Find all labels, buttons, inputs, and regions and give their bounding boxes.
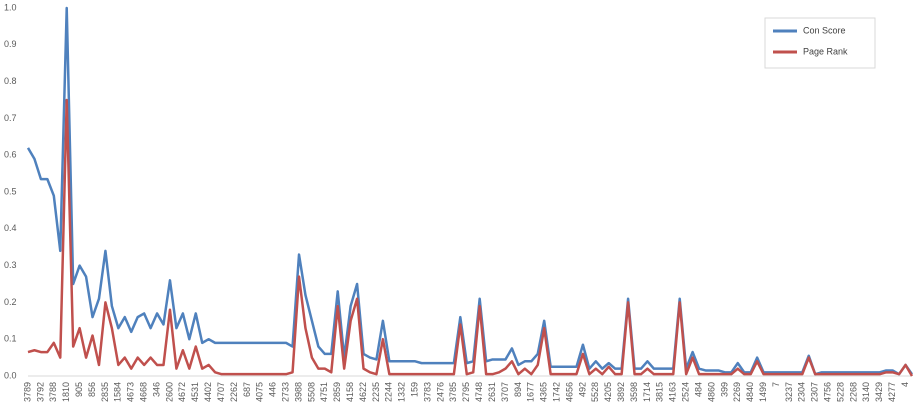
y-tick-label: 0.4 [4,223,17,233]
x-tick-label: 4668 [139,382,149,402]
x-tick-label: 4158 [345,382,355,402]
x-tick-label: 4365 [539,382,549,402]
x-tick-label: 2307 [810,382,820,402]
x-tick-label: 2835 [100,382,110,402]
x-tick-label: 687 [242,382,252,397]
x-tick-label: 2600 [164,382,174,402]
x-tick-label: 4 [900,382,910,387]
x-tick-label: 3783 [422,382,432,402]
x-tick-label: 4656 [564,382,574,402]
x-tick-label: 159 [410,382,420,397]
x-tick-label: 3237 [784,382,794,402]
x-tick-label: 3140 [861,382,871,402]
x-tick-label: 2859 [332,382,342,402]
x-tick-label: 4402 [203,382,213,402]
x-tick-label: 4205 [603,382,613,402]
x-tick-label: 4672 [177,382,187,402]
x-tick-label: 3598 [629,382,639,402]
x-tick-label: 894 [513,382,523,397]
y-tick-label: 0.3 [4,260,17,270]
x-tick-label: 3815 [655,382,665,402]
x-tick-label: 2262 [229,382,239,402]
x-tick-label: 4840 [745,382,755,402]
x-tick-label: 4756 [822,382,832,402]
x-tick-label: 3789 [22,382,32,402]
x-tick-label: 1332 [397,382,407,402]
x-tick-label: 4531 [190,382,200,402]
y-tick-label: 0.1 [4,334,17,344]
x-tick-label: 346 [151,382,161,397]
x-tick-label: 4860 [706,382,716,402]
x-tick-label: 1742 [551,382,561,402]
y-tick-label: 0.2 [4,297,17,307]
y-tick-label: 1.0 [4,2,17,12]
x-tick-label: 4751 [319,382,329,402]
x-tick-label: 2631 [487,382,497,402]
x-tick-label: 446 [268,382,278,397]
x-tick-label: 4277 [887,382,897,402]
x-tick-label: 905 [74,382,84,397]
x-tick-label: 1810 [61,382,71,402]
y-tick-label: 0.8 [4,76,17,86]
x-tick-label: 4673 [126,382,136,402]
x-tick-label: 1584 [113,382,123,402]
x-tick-label: 484 [693,382,703,397]
legend-label: Con Score [803,25,846,35]
y-tick-label: 0.0 [4,370,17,380]
x-tick-label: 3892 [616,382,626,402]
x-tick-label: 7 [771,382,781,387]
x-tick-label: 2476 [435,382,445,402]
legend: Con Score Page Rank [764,17,876,69]
y-tick-label: 0.6 [4,150,17,160]
legend-label: Page Rank [803,46,848,56]
x-tick-label: 3785 [448,382,458,402]
x-tick-label: 4748 [474,382,484,402]
y-tick-label: 0.9 [4,39,17,49]
x-tick-label: 5528 [590,382,600,402]
x-tick-label: 2268 [848,382,858,402]
x-tick-label: 4075 [255,382,265,402]
x-tick-label: 1714 [642,382,652,402]
x-tick-label: 1499 [758,382,768,402]
x-tick-label: 2524 [681,382,691,402]
x-tick-label: 492 [577,382,587,397]
x-tick-label: 4707 [216,382,226,402]
y-tick-label: 0.7 [4,113,17,123]
x-tick-label: 2795 [461,382,471,402]
x-tick-label: 3792 [35,382,45,402]
x-tick-label: 4622 [358,382,368,402]
x-tick-label: 1677 [526,382,536,402]
x-tick-label: 2235 [371,382,381,402]
x-tick-label: 3988 [293,382,303,402]
x-tick-label: 2269 [732,382,742,402]
x-tick-label: 3707 [500,382,510,402]
y-tick-label: 0.5 [4,186,17,196]
x-tick-label: 5508 [306,382,316,402]
x-tick-label: 5228 [835,382,845,402]
x-tick-label: 2304 [797,382,807,402]
x-tick-label: 4163 [668,382,678,402]
series-line [26,6,914,376]
series-line [27,98,914,377]
x-tick-label: 856 [87,382,97,397]
x-tick-label: 399 [719,382,729,397]
x-tick-label: 2244 [384,382,394,402]
legend-box [764,17,876,69]
x-tick-label: 2733 [280,382,290,402]
x-tick-label: 3429 [874,382,884,402]
x-tick-label: 3788 [48,382,58,402]
